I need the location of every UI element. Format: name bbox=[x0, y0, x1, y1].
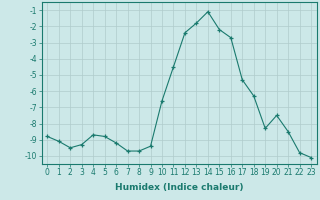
X-axis label: Humidex (Indice chaleur): Humidex (Indice chaleur) bbox=[115, 183, 244, 192]
